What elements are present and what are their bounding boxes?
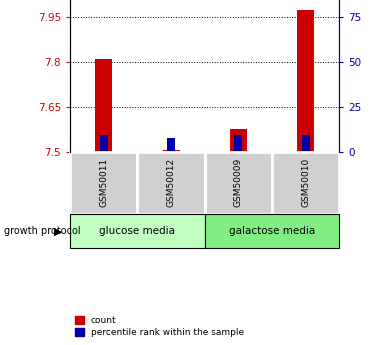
Bar [272,152,339,214]
Bar [70,152,138,214]
Bar [234,135,243,152]
Text: galactose media: galactose media [229,226,315,236]
Text: glucose media: glucose media [99,226,176,236]
Bar [100,135,108,152]
Bar [301,135,310,152]
Bar [167,138,175,152]
Text: growth protocol: growth protocol [4,226,80,236]
Text: ▶: ▶ [54,226,63,236]
Bar [297,10,314,152]
Bar [163,150,179,152]
Text: GSM50012: GSM50012 [167,158,176,207]
Legend: count, percentile rank within the sample: count, percentile rank within the sample [75,316,244,337]
Text: GSM50011: GSM50011 [99,158,108,207]
Bar [205,152,272,214]
Text: GSM50010: GSM50010 [301,158,310,207]
Bar [137,152,205,214]
Bar [70,214,205,248]
Text: GSM50009: GSM50009 [234,158,243,207]
Bar [230,129,247,152]
Bar [96,59,112,152]
Bar [205,214,339,248]
